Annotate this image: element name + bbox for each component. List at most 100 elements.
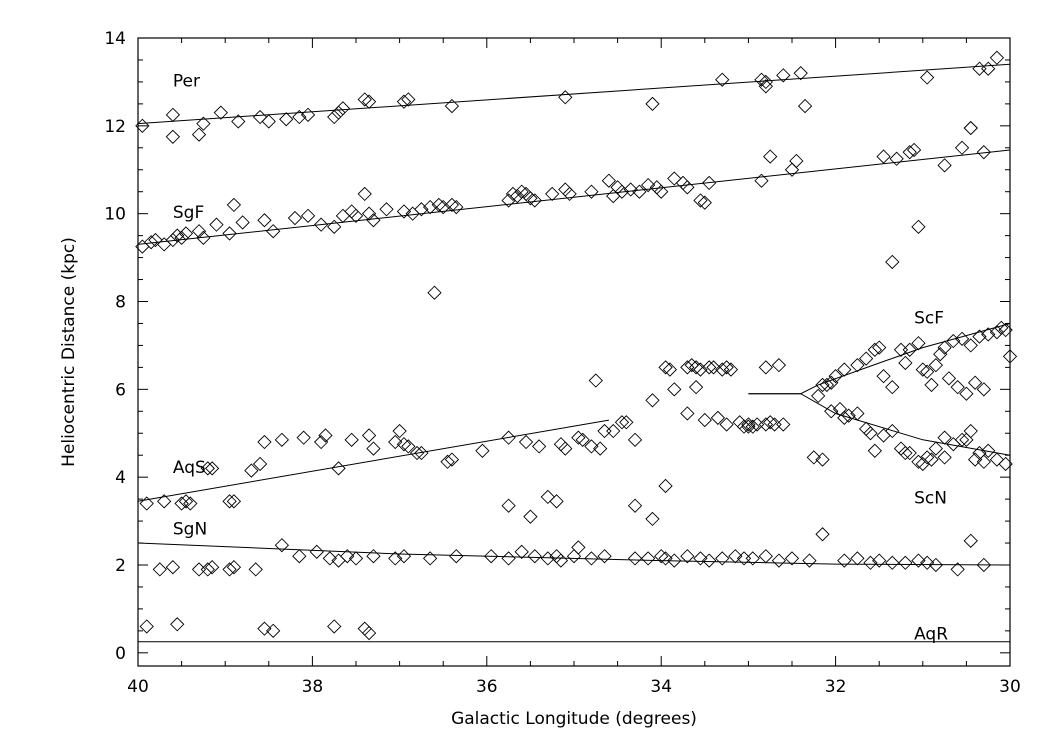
data-point [654, 184, 669, 199]
data-point [257, 621, 272, 636]
x-axis-title: Galactic Longitude (degrees) [451, 709, 697, 729]
data-point [191, 224, 207, 239]
data-point [409, 445, 425, 461]
data-point [784, 551, 800, 566]
arm-labels: Per SgF ScF AqS ScN SgN AqR [173, 71, 948, 644]
data-point [688, 379, 704, 395]
data-point [593, 441, 608, 456]
data-point [545, 186, 560, 202]
data-point [614, 415, 630, 430]
data-point [693, 362, 708, 377]
data-point [697, 195, 712, 210]
data-point [396, 94, 412, 109]
data-point [501, 430, 516, 445]
data-point [396, 204, 412, 219]
data-point [292, 549, 307, 564]
data-point [850, 551, 865, 566]
data-point [885, 555, 900, 570]
data-point [135, 118, 150, 133]
x-tick-label: 36 [476, 677, 498, 697]
y-tick-label: 0 [115, 644, 126, 664]
data-point [963, 338, 978, 353]
data-point [972, 329, 987, 344]
data-point [344, 204, 359, 219]
data-point [902, 342, 917, 357]
data-point [806, 450, 821, 465]
y-axis-title: Heliocentric Distance (kpc) [59, 237, 79, 467]
data-point [444, 197, 460, 213]
axis-ticks: 40 38 36 34 32 30 0 2 4 6 8 10 12 14 [104, 29, 1020, 697]
data-point [741, 419, 756, 434]
data-point [584, 439, 599, 454]
data-point [645, 96, 660, 112]
x-tick-label: 34 [650, 677, 672, 697]
data-point [235, 215, 250, 230]
data-point [667, 553, 682, 568]
data-point [732, 415, 747, 430]
data-point [266, 623, 281, 639]
data-point [706, 360, 721, 375]
data-point [658, 551, 673, 566]
data-point [584, 551, 599, 566]
arm-label-per: Per [173, 71, 200, 91]
data-point [680, 180, 695, 195]
data-point [157, 237, 172, 252]
data-point [366, 441, 381, 456]
arm-line-aqs [137, 419, 609, 502]
data-point [841, 408, 856, 423]
data-point [322, 551, 337, 566]
y-tick-label: 12 [104, 117, 126, 137]
data-point [702, 175, 717, 191]
data-point [165, 107, 181, 122]
data-point [850, 406, 865, 421]
data-point [287, 210, 303, 226]
data-point [331, 461, 346, 476]
data-point [920, 555, 935, 570]
y-tick-label: 14 [104, 29, 126, 49]
data-point [680, 549, 695, 564]
data-point [165, 129, 181, 144]
data-point [793, 65, 808, 81]
data-point [937, 340, 952, 355]
data-point [967, 375, 983, 390]
arm-lines [137, 63, 1011, 643]
data-point [963, 120, 978, 136]
data-point [148, 232, 163, 248]
data-point [361, 428, 377, 443]
data-point [401, 439, 416, 454]
data-point [222, 562, 237, 577]
data-point [540, 551, 555, 566]
data-point [667, 382, 682, 397]
data-point [898, 355, 913, 371]
data-point [475, 443, 490, 458]
data-point [514, 184, 529, 199]
data-point [340, 549, 355, 564]
data-point [640, 177, 656, 193]
data-point [941, 371, 957, 386]
data-point [614, 184, 630, 199]
data-point [274, 538, 290, 553]
data-point [313, 217, 329, 232]
data-point [348, 208, 364, 223]
data-point [928, 557, 944, 573]
data-point [776, 68, 791, 83]
data-point [584, 184, 599, 199]
data-point [715, 551, 730, 566]
data-point [815, 452, 830, 467]
data-point [597, 423, 612, 439]
data-point [514, 544, 529, 559]
data-point [213, 105, 228, 120]
data-point [680, 406, 695, 421]
data-point [994, 320, 1009, 335]
data-point [449, 199, 464, 215]
data-point [758, 360, 773, 375]
data-point [619, 415, 634, 430]
data-point [885, 423, 900, 439]
data-point [627, 498, 643, 513]
data-point [889, 151, 904, 166]
data-point [754, 173, 769, 188]
data-point [906, 142, 922, 158]
data-point [510, 188, 525, 204]
data-point [139, 619, 154, 634]
data-point [252, 456, 268, 472]
